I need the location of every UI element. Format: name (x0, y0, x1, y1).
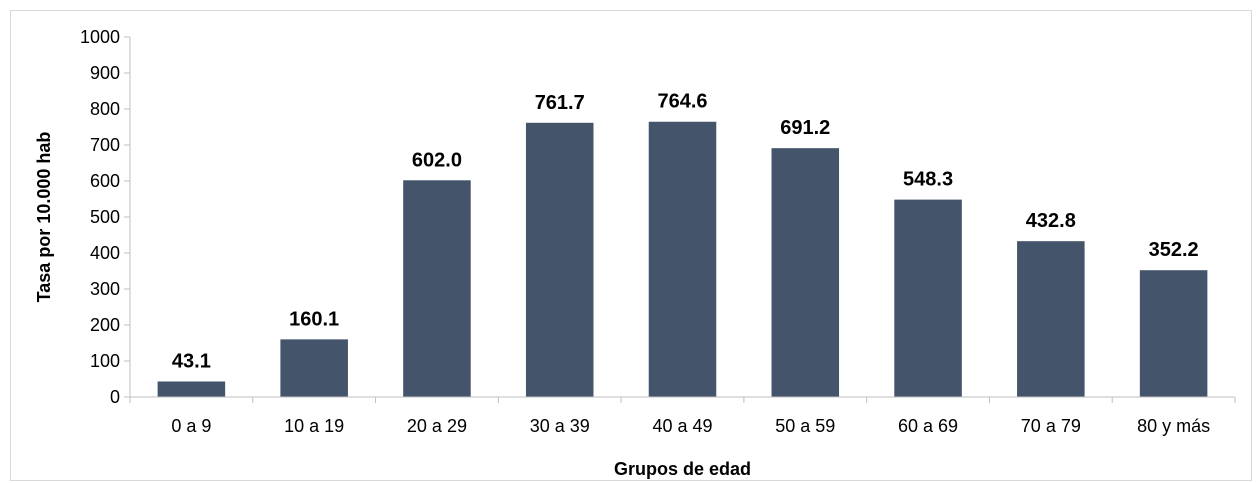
x-tick-label: 40 a 49 (652, 416, 712, 436)
x-tick-label: 50 a 59 (775, 416, 835, 436)
bar (280, 339, 348, 397)
bar (525, 122, 594, 398)
y-tick-label: 500 (90, 207, 120, 227)
x-tick-label: 30 a 39 (530, 416, 590, 436)
bar-value-label: 691.2 (780, 117, 830, 139)
bar-value-label: 602.0 (412, 149, 462, 171)
x-tick-label: 70 a 79 (1021, 416, 1081, 436)
y-tick-label: 800 (90, 99, 120, 119)
y-axis-title: Tasa por 10.000 hab (34, 132, 54, 303)
y-tick-label: 300 (90, 279, 120, 299)
x-tick-label: 10 a 19 (284, 416, 344, 436)
y-tick-label: 100 (90, 351, 120, 371)
bar-value-label: 160.1 (289, 308, 339, 330)
bar (648, 121, 717, 397)
x-tick-label: 20 a 29 (407, 416, 467, 436)
bar-value-label: 352.2 (1149, 239, 1199, 261)
x-axis-title: Grupos de edad (614, 459, 751, 479)
bars: 43.1 160.1 602.0 761.7 764.6 691.2 548.3 432.8 3… (157, 91, 1208, 398)
bar (771, 148, 840, 397)
x-axis-ticks: 0 a 9 10 a 19 20 a 29 30 a 39 40 a 49 50 a 59… (129, 397, 1236, 436)
bar-value-label: 43.1 (172, 350, 211, 372)
x-tick-label: 80 y más (1137, 416, 1210, 436)
bar-value-label: 764.6 (657, 91, 707, 113)
y-tick-label: 0 (110, 387, 120, 407)
bar-value-label: 761.7 (535, 92, 585, 114)
y-tick-label: 700 (90, 135, 120, 155)
bar (1017, 241, 1085, 397)
y-tick-label: 900 (90, 63, 120, 83)
y-tick-label: 600 (90, 171, 120, 191)
bar-value-label: 548.3 (903, 169, 953, 191)
y-tick-label: 1000 (80, 27, 120, 47)
bar (894, 199, 962, 397)
bar (157, 381, 226, 397)
y-tick-label: 200 (90, 315, 120, 335)
x-tick-label: 60 a 69 (898, 416, 958, 436)
y-tick-label: 400 (90, 243, 120, 263)
bar (403, 180, 471, 397)
bar (1139, 270, 1208, 397)
bar-value-label: 432.8 (1026, 210, 1076, 232)
x-tick-label: 0 a 9 (171, 416, 211, 436)
y-axis-ticks: 0 100 200 300 400 500 600 700 800 900 1000 (80, 27, 130, 407)
